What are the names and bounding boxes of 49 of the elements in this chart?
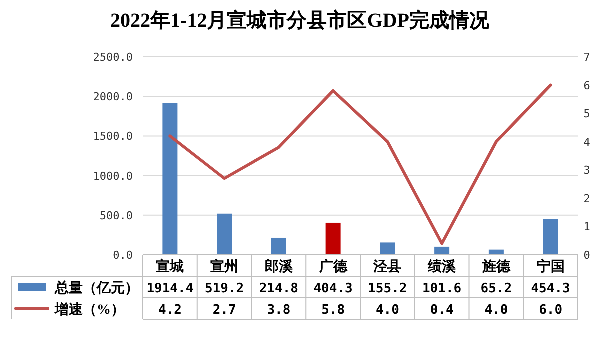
- data-label: 155.2: [368, 281, 408, 296]
- chart-title: 2022年1-12月宣城市分县市区GDP完成情况: [110, 9, 490, 32]
- y2-tick-label: 3: [584, 164, 590, 178]
- data-label: 1914.4: [146, 281, 194, 296]
- x-tick-label: 旌德: [481, 258, 512, 275]
- legend-label: 总量（亿元）: [54, 280, 139, 296]
- data-label: 454.3: [531, 281, 570, 296]
- x-tick-label: 宣州: [210, 258, 239, 275]
- x-tick-label: 广德: [318, 258, 348, 275]
- y2-tick-label: 0: [584, 249, 590, 262]
- legend-label: 增速（%）: [54, 302, 125, 318]
- data-label: 5.8: [322, 302, 346, 318]
- y2-tick-label: 6: [584, 79, 590, 92]
- x-tick-label: 泾县: [372, 258, 402, 275]
- bar: [271, 238, 286, 255]
- y-tick-label: 1000.0: [93, 170, 133, 183]
- data-label: 4.0: [376, 302, 400, 318]
- y-tick-label: 0.0: [113, 249, 133, 262]
- data-label: 214.8: [259, 281, 299, 296]
- x-tick-label: 绩溪: [427, 258, 458, 275]
- bar: [380, 242, 396, 255]
- bar: [217, 214, 232, 255]
- data-label: 404.3: [314, 281, 353, 296]
- data-label: 4.0: [484, 302, 508, 318]
- x-tick-label: 宁国: [536, 258, 565, 275]
- x-tick-label: 郎溪: [264, 258, 294, 275]
- y-tick-label: 500.0: [100, 209, 133, 222]
- data-label: 3.8: [267, 302, 291, 318]
- bar: [162, 103, 178, 255]
- line-series: [168, 84, 552, 246]
- data-label: 101.6: [422, 281, 462, 296]
- data-label: 0.4: [430, 302, 454, 318]
- y2-tick-label: 2: [584, 192, 590, 206]
- bar: [543, 219, 558, 255]
- y-tick-label: 1500.0: [93, 130, 133, 144]
- bar: [434, 246, 450, 255]
- bar: [326, 222, 341, 255]
- data-label: 2.7: [212, 302, 236, 318]
- y2-tick-label: 5: [584, 108, 590, 121]
- data-label: 4.2: [158, 302, 182, 318]
- data-label: 6.0: [539, 302, 563, 318]
- y2-tick-label: 4: [584, 136, 591, 149]
- y-tick-label: 2000.0: [93, 90, 133, 104]
- data-label: 519.2: [204, 281, 244, 296]
- y2-tick-label: 1: [584, 220, 590, 234]
- y-tick-label: 2500.0: [93, 51, 133, 64]
- data-label: 65.2: [480, 281, 512, 296]
- x-tick-label: 宣城: [156, 258, 184, 275]
- y2-tick-label: 7: [584, 51, 590, 64]
